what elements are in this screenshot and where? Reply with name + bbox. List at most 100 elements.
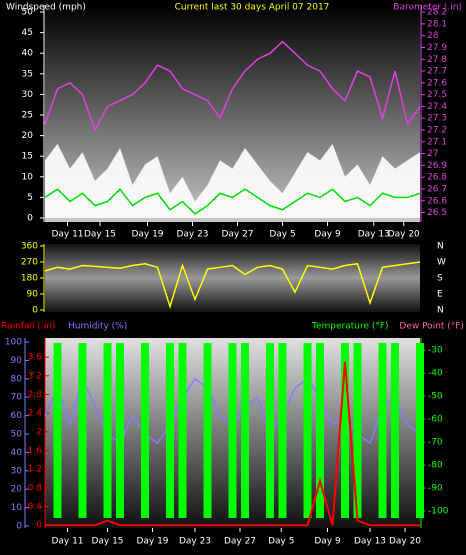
x-tick-label: Day 19 [131,230,163,240]
legend-entry: Dew Point (°F) [399,322,464,332]
bar [78,343,87,518]
bar [166,343,174,518]
bar [228,343,237,518]
legend-entry: Windspeed (mph) [6,3,86,13]
y-tick-label: -50 [428,391,443,401]
y-tick-label: 10 [22,172,34,182]
y-tick-label: 0 [27,214,33,224]
line [44,40,421,132]
y-tick-label: 90 [27,290,39,300]
bar [341,343,349,518]
y-tick-label: 27.3 [427,114,447,124]
x-tick-label: Day 19 [136,537,168,547]
y-tick-label: 2.8 [28,390,43,400]
bar [278,343,287,518]
y-tick-label: 27.7 [427,67,447,77]
y-tick-label: -100 [428,506,449,516]
y-tick-label: 3.6 [28,353,43,363]
line [44,261,421,309]
y-tick-label: 3.2 [28,371,42,381]
y-tick-label: 25 [22,111,33,121]
y-tick-label: 28.2 [427,8,447,18]
y-tick-label: 20 [11,485,23,495]
bar [178,343,187,518]
y-tick-label: 27.1 [427,137,447,147]
y-tick-label: -90 [428,483,443,493]
y-tick-label: -70 [428,437,443,447]
y-tick-label: 270 [21,257,38,267]
y-tick-label: -60 [428,414,443,424]
y-tick-label: 28.1 [427,19,447,29]
x-tick-label: Day 20 [389,537,421,547]
bar [316,343,324,518]
y-tick-label: 27 [427,149,438,159]
bar [391,343,399,518]
y-tick-label: 30 [22,90,34,100]
y-tick-label: 2.4 [28,409,43,419]
direction-label: W [437,257,446,267]
y-tick-label: 10 [11,503,23,513]
x-tick-label: Day 13 [354,537,386,547]
y-tick-label: 5 [27,193,33,203]
bar [203,343,212,518]
y-tick-label: 30 [11,466,23,476]
y-tick-label: 26.5 [427,208,447,218]
y-tick-label: 70 [11,393,23,403]
y-tick-label: 27.8 [427,55,447,65]
legend-entry: Rainfall (.in) [1,322,55,332]
bar [266,343,274,518]
y-tick-label: 27.6 [427,78,447,88]
x-tick-label: Day 11 [51,537,83,547]
y-tick-label: 1.6 [28,446,43,456]
y-tick-label: 45 [22,28,33,38]
y-tick-label: 180 [21,274,38,284]
y-tick-label: 0 [16,521,22,531]
bar [378,343,387,518]
y-tick-label: 27.9 [427,43,447,53]
x-tick-label: Day 9 [314,230,341,240]
bar [353,343,362,518]
area [45,143,420,219]
y-tick-label: 360 [21,241,38,251]
y-tick-label: 0.8 [28,483,43,493]
y-tick-label: 27.2 [427,126,447,136]
y-tick-label: 26.8 [427,173,447,183]
y-tick-label: 50 [11,430,23,440]
bar [103,343,112,518]
y-tick-label: 26.6 [427,196,447,206]
line [44,188,421,215]
y-tick-label: 90 [11,356,23,366]
legend-entry: Barometer (.in) [393,3,462,13]
y-tick-label: 27.4 [427,102,447,112]
x-tick-label: Day 20 [388,230,420,240]
y-tick-label: 2 [36,427,42,437]
y-tick-label: 26.7 [427,184,447,194]
direction-label: S [437,274,443,284]
x-tick-label: Day 13 [358,230,390,240]
y-tick-label: 27.5 [427,90,447,100]
bar [241,343,249,518]
x-tick-label: Day 9 [314,537,341,547]
y-tick-label: 28 [427,31,439,41]
y-tick-label: -40 [428,368,443,378]
y-tick-label: 60 [11,411,23,421]
x-tick-label: Day 15 [91,537,123,547]
x-tick-label: Day 15 [84,230,116,240]
x-tick-label: Day 11 [51,230,83,240]
panel-background [45,244,420,312]
y-tick-label: 35 [22,69,33,79]
direction-label: E [437,290,443,300]
bar [116,343,124,518]
y-tick-label: 40 [22,49,34,59]
legend-entry: Humidity (%) [68,322,127,332]
direction-label: N [437,241,444,251]
y-tick-label: 26.9 [427,161,447,171]
y-tick-label: 100 [5,338,22,348]
y-tick-label: -30 [428,345,443,355]
bar [416,343,424,518]
y-tick-label: 20 [22,131,34,141]
line [45,361,420,527]
x-tick-label: Day 23 [179,537,211,547]
y-tick-label: 0.4 [28,502,43,512]
